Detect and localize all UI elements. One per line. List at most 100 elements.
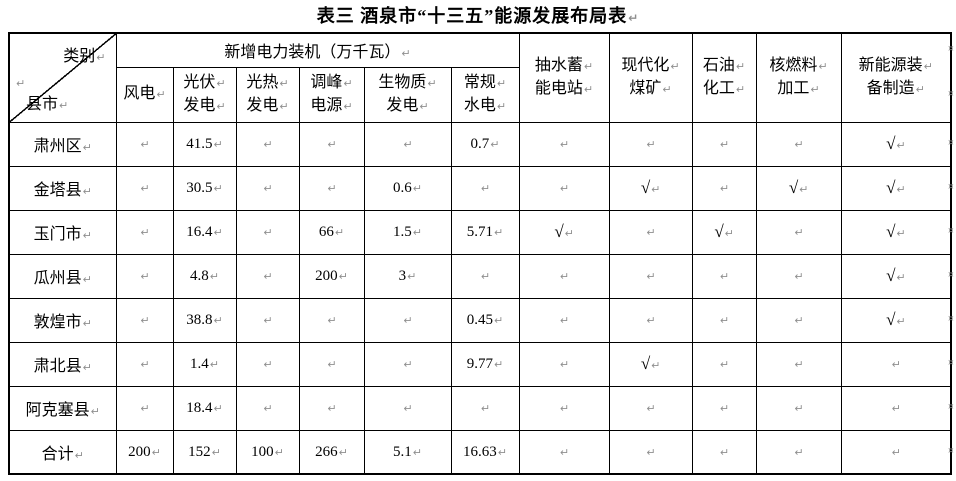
paragraph-mark: ↵	[559, 445, 570, 459]
paragraph-mark: ↵	[651, 359, 661, 372]
corner-cell-category-county: 类别↵ ↵ 县市↵	[8, 32, 117, 123]
column-header-power-4: 生物质↵ 发电↵	[363, 66, 452, 123]
header-line: 加工↵	[757, 78, 840, 101]
paragraph-mark: ↵	[896, 139, 906, 152]
value-cell: ↵	[755, 385, 842, 431]
value-cell: ↵	[298, 121, 365, 167]
paragraph-mark: ↵	[403, 358, 413, 371]
value-text: 1.4	[190, 356, 209, 372]
paragraph-mark: ↵	[719, 314, 730, 327]
page-title-text: 表三 酒泉市“十三五”能源发展布局表	[316, 6, 628, 26]
paragraph-mark: ↵	[496, 99, 507, 113]
value-text: 16.63	[463, 443, 497, 460]
header-label: 煤矿	[629, 79, 662, 97]
value-cell: 66↵	[298, 209, 365, 255]
header-line: 发电↵	[174, 95, 235, 118]
paragraph-mark: ↵	[724, 227, 734, 240]
value-cell: ↵	[755, 429, 842, 475]
row-label-text: 肃北县	[33, 358, 82, 375]
paragraph-mark: ↵	[891, 402, 901, 415]
column-header-power-1: 光伏↵ 发电↵	[172, 66, 237, 123]
value-cell: ↵	[518, 121, 610, 167]
paragraph-mark: ↵	[646, 138, 656, 151]
paragraph-mark: ↵	[810, 82, 820, 96]
paragraph-mark: ↵	[279, 99, 289, 113]
value-cell: ↵	[363, 297, 452, 343]
checkmark: √	[885, 178, 896, 197]
paragraph-mark: ↵	[403, 138, 413, 151]
value-cell: ↵	[115, 253, 174, 299]
paragraph-mark: ↵	[496, 76, 507, 90]
paragraph-mark: ↵	[216, 99, 226, 113]
value-cell: ↵	[518, 297, 610, 343]
value-cell: ↵	[755, 253, 842, 299]
value-text: 41.5	[186, 136, 213, 152]
paragraph-mark: ↵	[140, 314, 150, 327]
paragraph-mark: ↵	[662, 82, 672, 96]
value-cell: 1.4↵	[172, 341, 237, 387]
value-cell: 5.71↵	[450, 209, 520, 255]
value-cell: ↵	[755, 341, 842, 387]
value-cell: ↵	[755, 121, 842, 167]
paragraph-mark: ↵	[338, 270, 348, 283]
row-end-mark: ¤	[948, 44, 954, 54]
value-cell: ↵	[115, 385, 174, 431]
paragraph-mark: ↵	[564, 227, 574, 240]
value-text: 66	[318, 224, 334, 240]
paragraph-mark: ↵	[151, 445, 161, 459]
paragraph-mark: ↵	[915, 82, 925, 96]
checkmark: √	[885, 266, 896, 285]
paragraph-mark: ↵	[209, 270, 219, 283]
value-cell: √↵	[755, 165, 842, 211]
paragraph-mark: ↵	[59, 98, 69, 112]
paragraph-mark: ↵	[82, 185, 92, 198]
value-cell: 266↵	[298, 429, 365, 475]
value-cell: 38.8↵	[172, 297, 237, 343]
value-cell: ↵	[691, 121, 757, 167]
group-header-new-power-capacity: 新增电力装机（万千瓦）↵	[115, 32, 520, 68]
paragraph-mark: ↵	[896, 227, 906, 240]
value-cell: ↵	[363, 121, 452, 167]
row-end-mark: ¤	[948, 226, 954, 236]
value-cell: 30.5↵	[172, 165, 237, 211]
row-label-cell: 肃北县↵	[8, 341, 117, 387]
value-text: 266	[315, 443, 338, 460]
paragraph-mark: ↵	[213, 182, 223, 195]
row-end-mark: ¤	[948, 358, 954, 368]
paragraph-mark: ↵	[719, 182, 730, 195]
value-cell: 0.45↵	[450, 297, 520, 343]
paragraph-mark: ↵	[651, 183, 661, 196]
paragraph-mark: ↵	[646, 270, 656, 283]
value-cell: √↵	[518, 209, 610, 255]
paragraph-mark: ↵	[559, 182, 570, 195]
value-cell: √↵	[840, 165, 952, 211]
value-cell: 152↵	[172, 429, 237, 475]
row-label-text: 玉门市	[33, 226, 82, 243]
checkmark: √	[788, 178, 799, 197]
value-cell: ↵	[235, 341, 300, 387]
checkmark: √	[554, 222, 564, 241]
row-label-cell: 玉门市↵	[8, 209, 117, 255]
paragraph-mark: ↵	[480, 182, 491, 195]
paragraph-mark: ↵	[213, 314, 223, 327]
paragraph-mark: ↵	[213, 138, 223, 151]
paragraph-mark: ↵	[82, 229, 92, 242]
value-text: 38.8	[186, 312, 213, 328]
row-label-text: 阿克塞县	[25, 402, 90, 419]
value-cell: ↵	[235, 165, 300, 211]
checkmark: √	[885, 134, 896, 153]
column-header-other-4: 新能源装↵ 备制造↵	[840, 32, 952, 123]
paragraph-mark: ↵	[403, 314, 413, 327]
value-cell: ↵	[608, 209, 693, 255]
value-cell: ↵	[363, 341, 452, 387]
checkmark: √	[640, 178, 651, 197]
value-cell: 3↵	[363, 253, 452, 299]
header-line: 现代化↵	[610, 55, 691, 78]
row-end-mark: ¤	[948, 402, 954, 412]
paragraph-mark: ↵	[896, 271, 906, 284]
header-label: 抽水蓄	[534, 56, 583, 74]
header-line: 发电↵	[237, 95, 298, 118]
value-cell: √↵	[840, 121, 952, 167]
paragraph-mark: ↵	[559, 138, 570, 151]
header-line: 煤矿↵	[610, 78, 691, 101]
